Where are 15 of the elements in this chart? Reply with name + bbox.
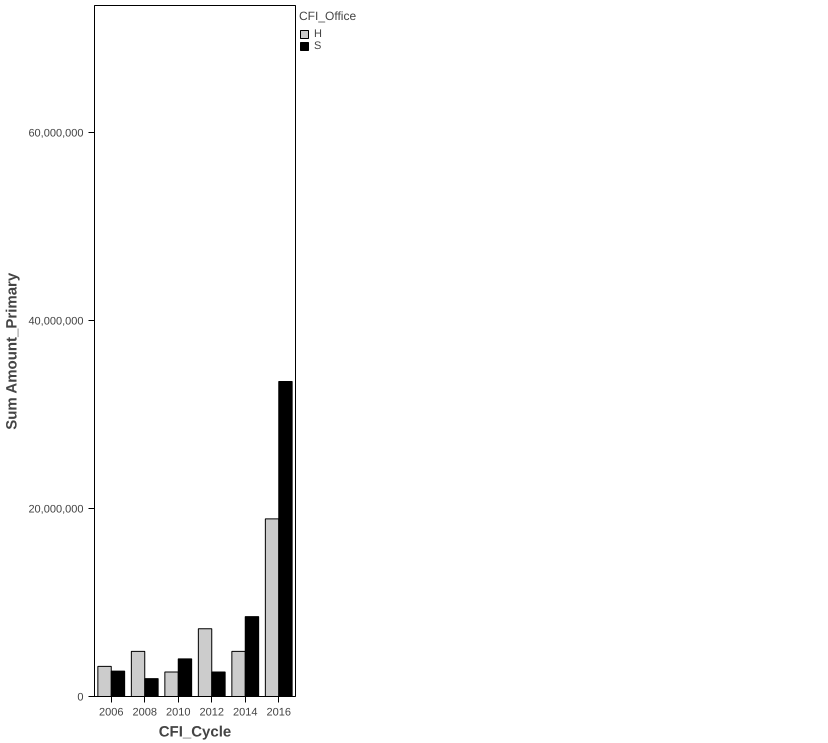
legend-label: H	[314, 28, 323, 40]
x-tick-label: 2006	[99, 706, 124, 718]
x-axis-title: CFI_Cycle	[158, 724, 232, 740]
x-tick-label: 2008	[132, 706, 157, 718]
y-tick-label: 60,000,000	[28, 127, 84, 140]
y-axis-title: Sum Amount_Primary	[3, 272, 20, 430]
legend-title: CFI_Office	[299, 9, 356, 23]
y-tick-label: 40,000,000	[28, 315, 84, 328]
x-tick-label: 2016	[266, 706, 291, 718]
x-tick-label: 2014	[233, 706, 258, 718]
y-tick-label: 0	[77, 692, 84, 704]
legend-label: S	[314, 40, 322, 52]
x-tick-label: 2012	[200, 706, 224, 718]
y-tick-label: 20,000,000	[28, 503, 84, 516]
x-tick-label: 2010	[166, 706, 190, 718]
